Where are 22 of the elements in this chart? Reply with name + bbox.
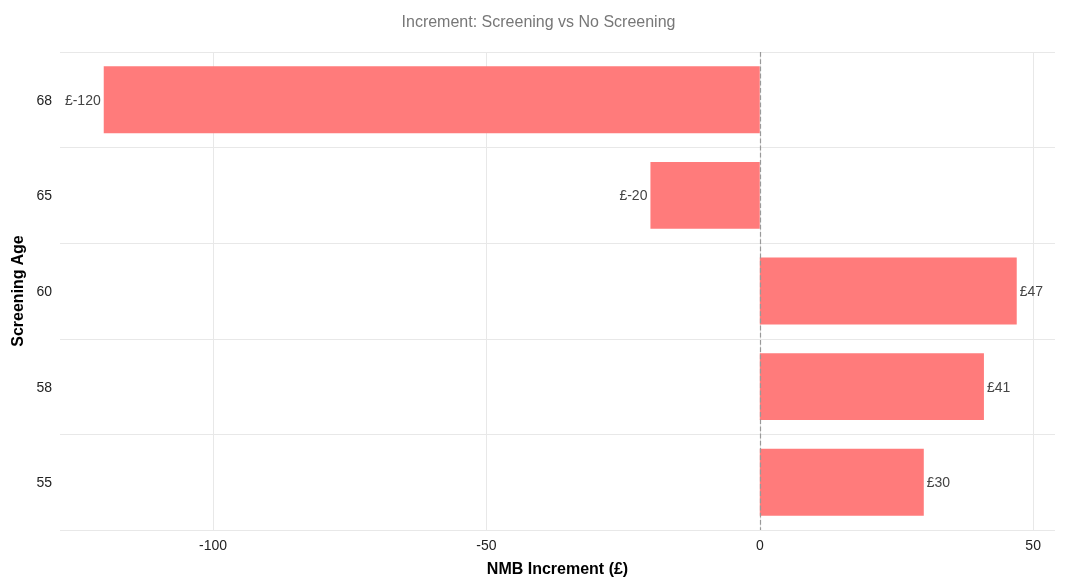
y-tick-label: 68 <box>36 91 53 108</box>
x-tick-label: -50 <box>476 537 497 553</box>
bar <box>650 161 760 229</box>
x-tick-label: -100 <box>199 537 228 553</box>
data-label: £41 <box>986 378 1011 395</box>
y-tick-label: 58 <box>36 378 53 395</box>
y-tick-label: 60 <box>36 283 53 299</box>
bar <box>759 448 924 516</box>
x-axis-title: NMB Increment (£) <box>486 559 629 577</box>
data-label: £-20 <box>619 187 648 204</box>
y-axis-title: Screening Age <box>9 235 27 347</box>
y-tick-label: 55 <box>36 474 53 491</box>
chart-title: Increment: Screening vs No Screening <box>401 12 676 30</box>
bar <box>103 66 760 134</box>
x-tick-label: 0 <box>755 537 764 553</box>
bar <box>759 257 1017 325</box>
data-label: £-120 <box>64 91 101 108</box>
data-label: £47 <box>1019 283 1044 299</box>
y-tick-label: 65 <box>36 187 53 204</box>
bar <box>759 353 984 421</box>
x-tick-label: 50 <box>1025 537 1042 553</box>
data-label: £30 <box>926 474 951 491</box>
